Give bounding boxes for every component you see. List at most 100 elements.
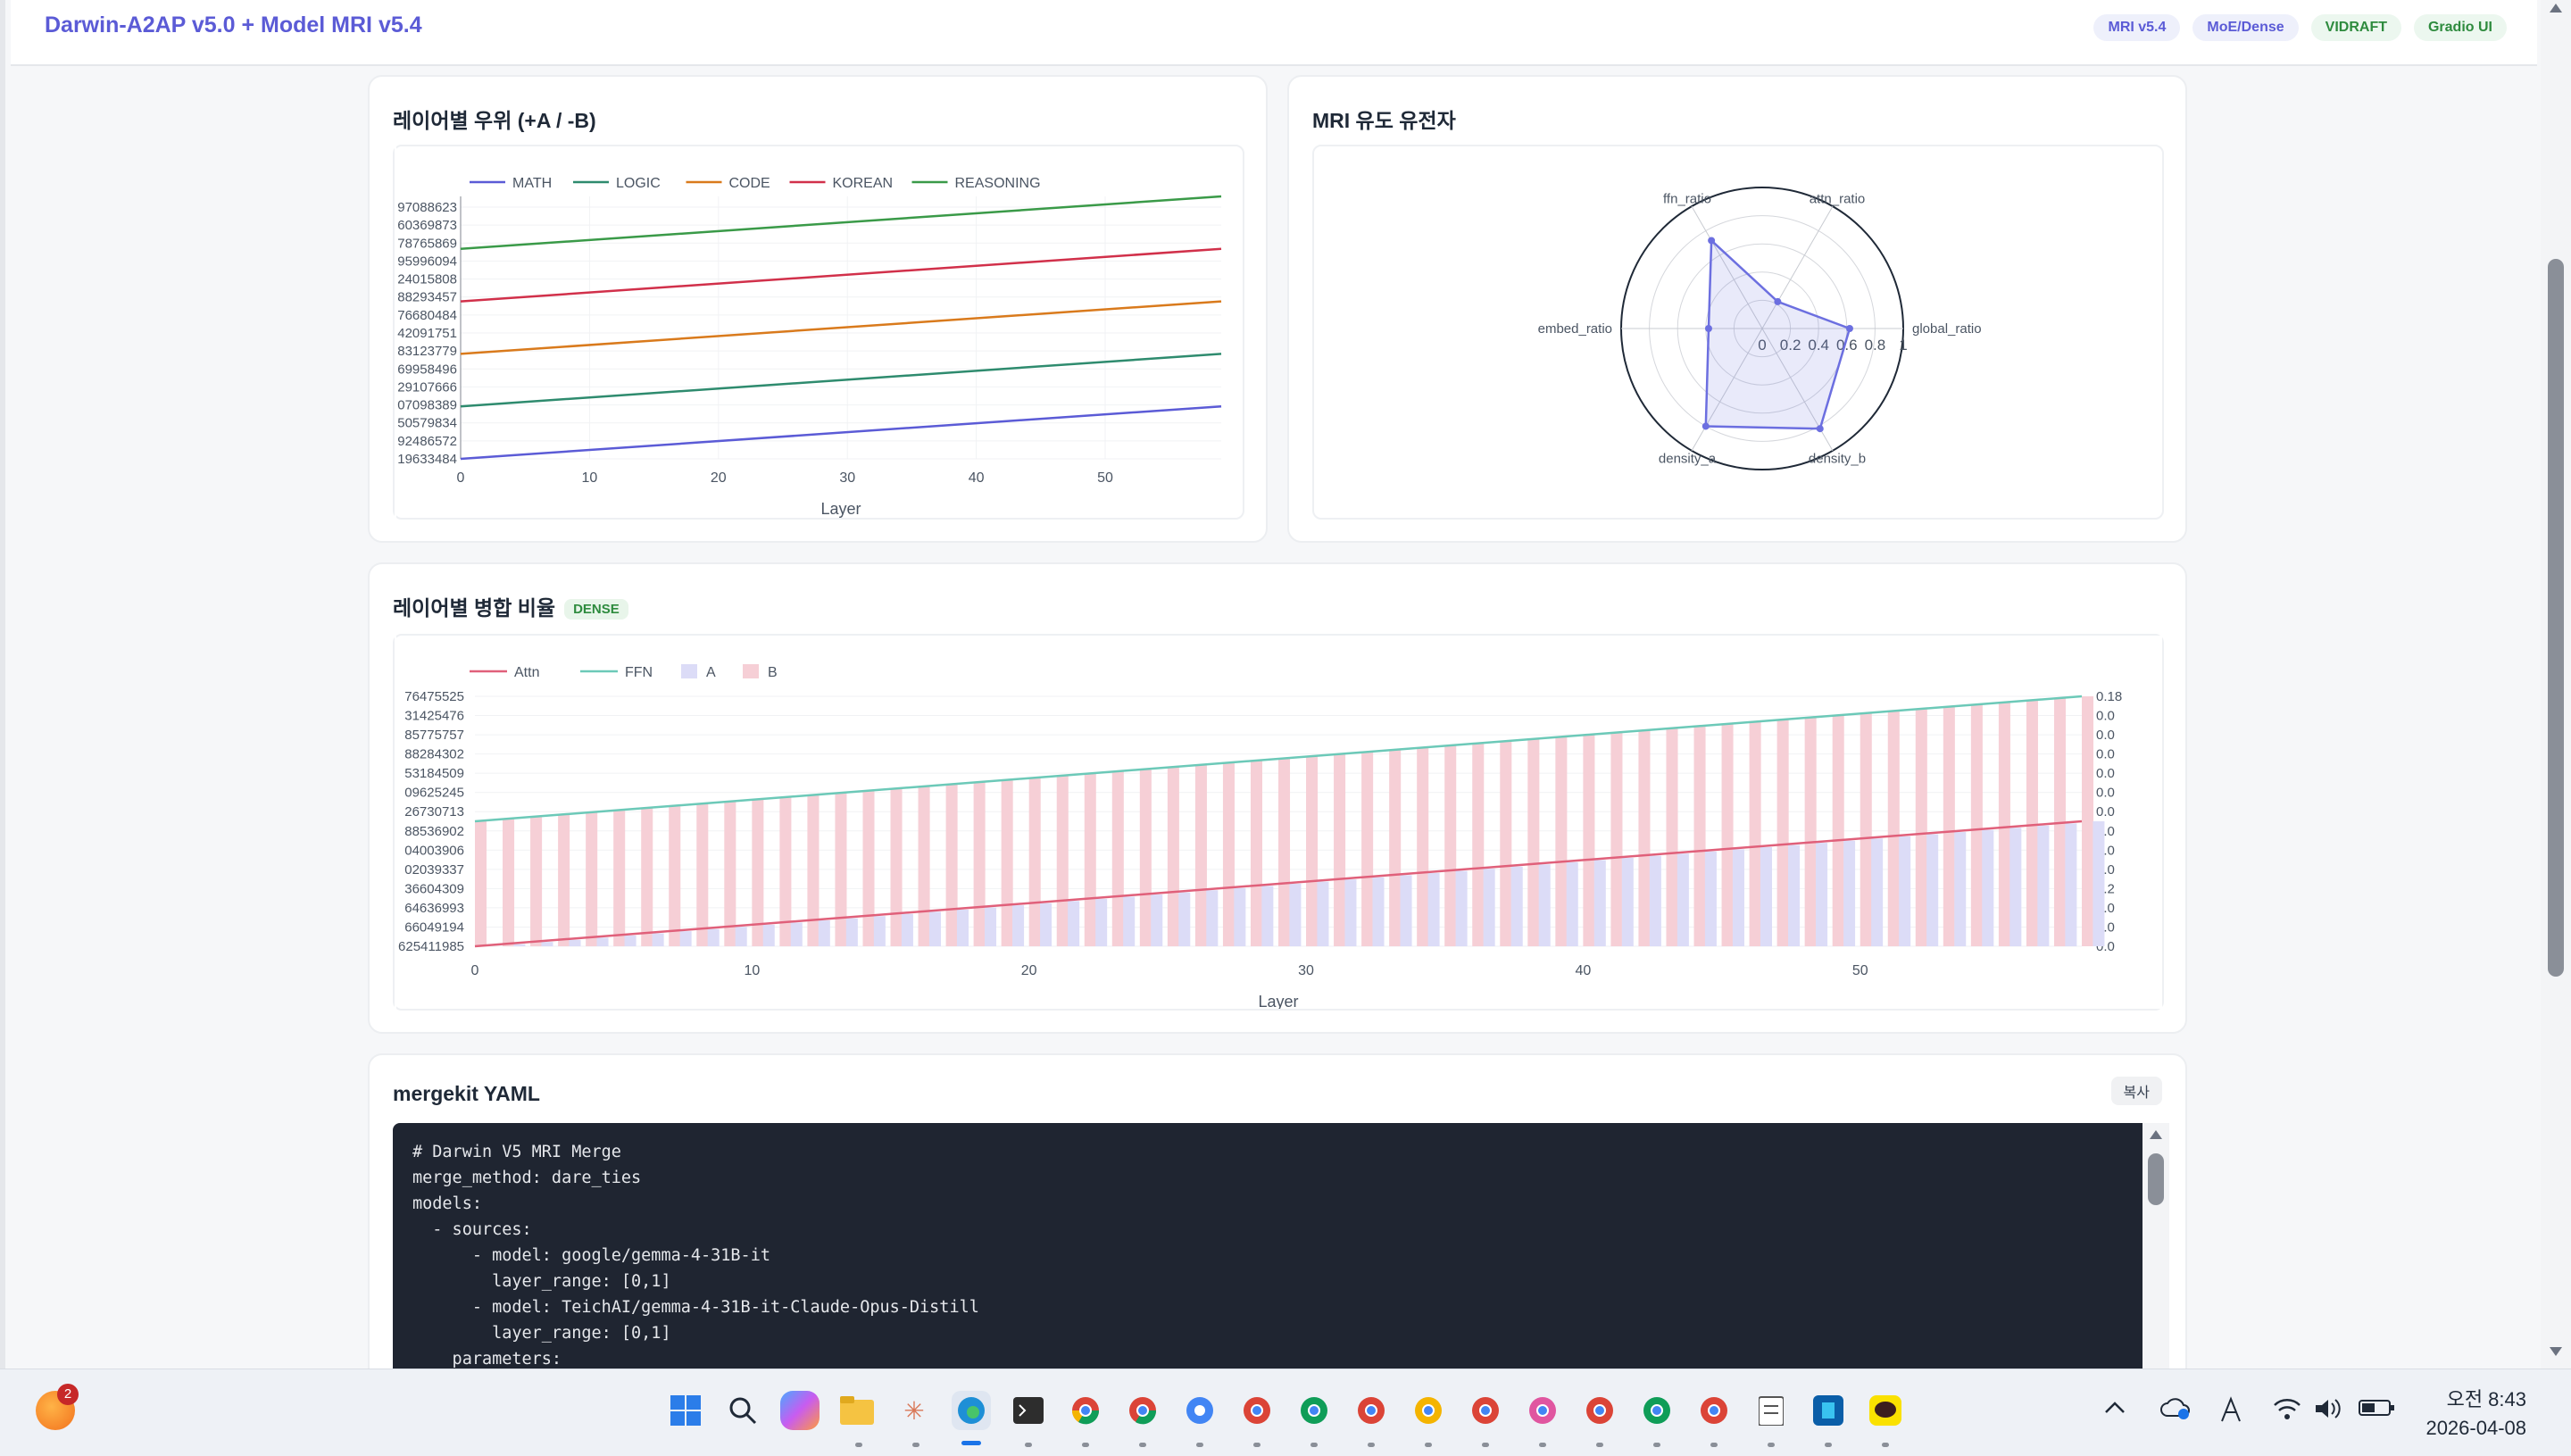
bar-a [2037, 825, 2050, 946]
badge-mri-version: MRI v5.4 [2093, 14, 2181, 41]
notepad-icon[interactable] [1751, 1391, 1791, 1430]
mergekit-yaml-card: mergekit YAML 복사 # Darwin V5 MRI Merge m… [368, 1053, 2187, 1369]
app-icon-blue[interactable] [1809, 1391, 1848, 1430]
mri-radar-title: MRI 유도 유전자 [1312, 109, 1456, 132]
chevron-up-icon[interactable] [2103, 1396, 2126, 1426]
bar-b [1278, 759, 1291, 946]
x-tick-label: 10 [582, 470, 598, 486]
taskbar-indicator [1310, 1443, 1318, 1447]
bar-b [1887, 711, 1900, 946]
bar-a [1843, 840, 1856, 946]
copilot-icon[interactable] [780, 1391, 820, 1430]
search-icon[interactable] [723, 1391, 762, 1430]
y2-tick-label: 0.0 [2096, 728, 2115, 743]
chrome-icon-4[interactable] [1237, 1391, 1277, 1430]
bar-a [1344, 879, 1357, 946]
cloud-sync-icon[interactable] [2160, 1396, 2191, 1426]
page-scrollbar[interactable] [2541, 0, 2571, 1369]
legend-swatch-b [743, 664, 759, 678]
y-tick-label: 36604309 [404, 881, 464, 896]
bar-a [1400, 875, 1412, 946]
chrome-icon-1[interactable] [1066, 1391, 1105, 1430]
chrome-icon-6[interactable] [1352, 1391, 1391, 1430]
code-scroll-up-arrow[interactable] [2150, 1130, 2162, 1139]
start-icon[interactable] [666, 1391, 705, 1430]
bar-a [1760, 846, 1773, 946]
taskbar-indicator [1539, 1443, 1546, 1447]
bar-a [1954, 832, 1967, 946]
bar-b [1389, 750, 1402, 946]
chrome-icon-3[interactable] [1180, 1391, 1219, 1430]
file-explorer-icon[interactable] [837, 1391, 877, 1430]
bar-b [779, 797, 792, 946]
merge-ratio-title-wrap: 레이어별 병합 비율 DENSE [393, 591, 628, 621]
y-tick-label: 31425476 [404, 709, 464, 724]
terminal-icon[interactable] [1009, 1391, 1048, 1430]
y-tick-label: 07098389 [397, 398, 457, 413]
y-tick-label: 83123779 [397, 344, 457, 359]
ime-language-icon[interactable] [2219, 1396, 2242, 1429]
y-tick-label: 02039337 [404, 862, 464, 878]
chrome-icon-2[interactable] [1123, 1391, 1162, 1430]
legend-label-math: MATH [512, 176, 552, 191]
bar-b [641, 808, 653, 946]
chrome-icon-10[interactable] [1580, 1391, 1619, 1430]
volume-icon[interactable] [2314, 1396, 2342, 1427]
bar-b [696, 803, 709, 946]
y-tick-label: 50579834 [397, 416, 457, 431]
chrome-icon-12[interactable] [1694, 1391, 1734, 1430]
yaml-code-block[interactable]: # Darwin V5 MRI Merge merge_method: dare… [393, 1123, 2142, 1369]
chrome-icon-7[interactable] [1409, 1391, 1448, 1430]
code-scroll-thumb[interactable] [2148, 1153, 2164, 1205]
bar-a [1151, 894, 1163, 946]
chrome-icon-5[interactable] [1294, 1391, 1334, 1430]
series-line-reasoning [460, 195, 1222, 251]
bar-a [1538, 864, 1551, 946]
bar-b [530, 817, 543, 946]
y-label-clip [395, 636, 396, 1009]
bar-a [985, 907, 997, 946]
kakaotalk-icon[interactable] [1866, 1391, 1905, 1430]
taskbar-indicator [1196, 1443, 1203, 1447]
bar-a [1816, 843, 1828, 946]
bar-b [1111, 771, 1124, 946]
bar-b [1943, 707, 1955, 946]
edge-icon[interactable] [952, 1391, 991, 1430]
chrome-icon-8[interactable] [1466, 1391, 1505, 1430]
copy-button[interactable]: 복사 [2110, 1077, 2162, 1105]
claude-icon[interactable]: ✳ [903, 1396, 925, 1425]
header-badges: MRI v5.4 MoE/Dense VIDRAFT Gradio UI [2093, 14, 2507, 41]
bar-b [1583, 735, 1595, 946]
bar-b [1804, 718, 1817, 946]
scroll-down-arrow[interactable] [2550, 1347, 2562, 1356]
page-scroll-thumb[interactable] [2548, 259, 2564, 977]
mri-radar-svg: ffn_ratio attn_ratio global_ratio density_b… [1538, 187, 1982, 470]
x-tick-label: 0 [457, 470, 465, 486]
bar-b [1001, 780, 1013, 946]
wifi-icon[interactable] [2273, 1396, 2301, 1427]
y-tick-label: 88293457 [397, 290, 457, 305]
bar-a [1234, 887, 1246, 946]
bar-b [1721, 724, 1734, 946]
bar-a [2093, 821, 2105, 946]
code-scrollbar[interactable] [2142, 1123, 2169, 1369]
y2-label-clip [2130, 636, 2162, 1009]
bar-a [1206, 890, 1219, 946]
scroll-up-arrow[interactable] [2550, 4, 2562, 12]
bar-a [679, 931, 692, 946]
radar-axis-label: density_b [1809, 451, 1866, 466]
bar-b [475, 821, 487, 946]
chrome-icon-9[interactable] [1523, 1391, 1562, 1430]
radar-polygon [1704, 237, 1851, 430]
bar-b [1638, 730, 1651, 946]
radar-spoke [1691, 328, 1763, 452]
bar-a [1455, 870, 1468, 946]
bar-b [945, 784, 958, 946]
chrome-icon-11[interactable] [1637, 1391, 1677, 1430]
y-tick-label: 53184509 [404, 766, 464, 781]
clock[interactable]: 오전 8:43 2026-04-08 [2425, 1385, 2526, 1443]
bar-b [1915, 709, 1927, 946]
browser-page: Darwin-A2AP v5.0 + Model MRI v5.4 MRI v5… [0, 0, 2571, 1369]
battery-icon[interactable] [2359, 1396, 2396, 1426]
bar-b [1306, 756, 1319, 946]
